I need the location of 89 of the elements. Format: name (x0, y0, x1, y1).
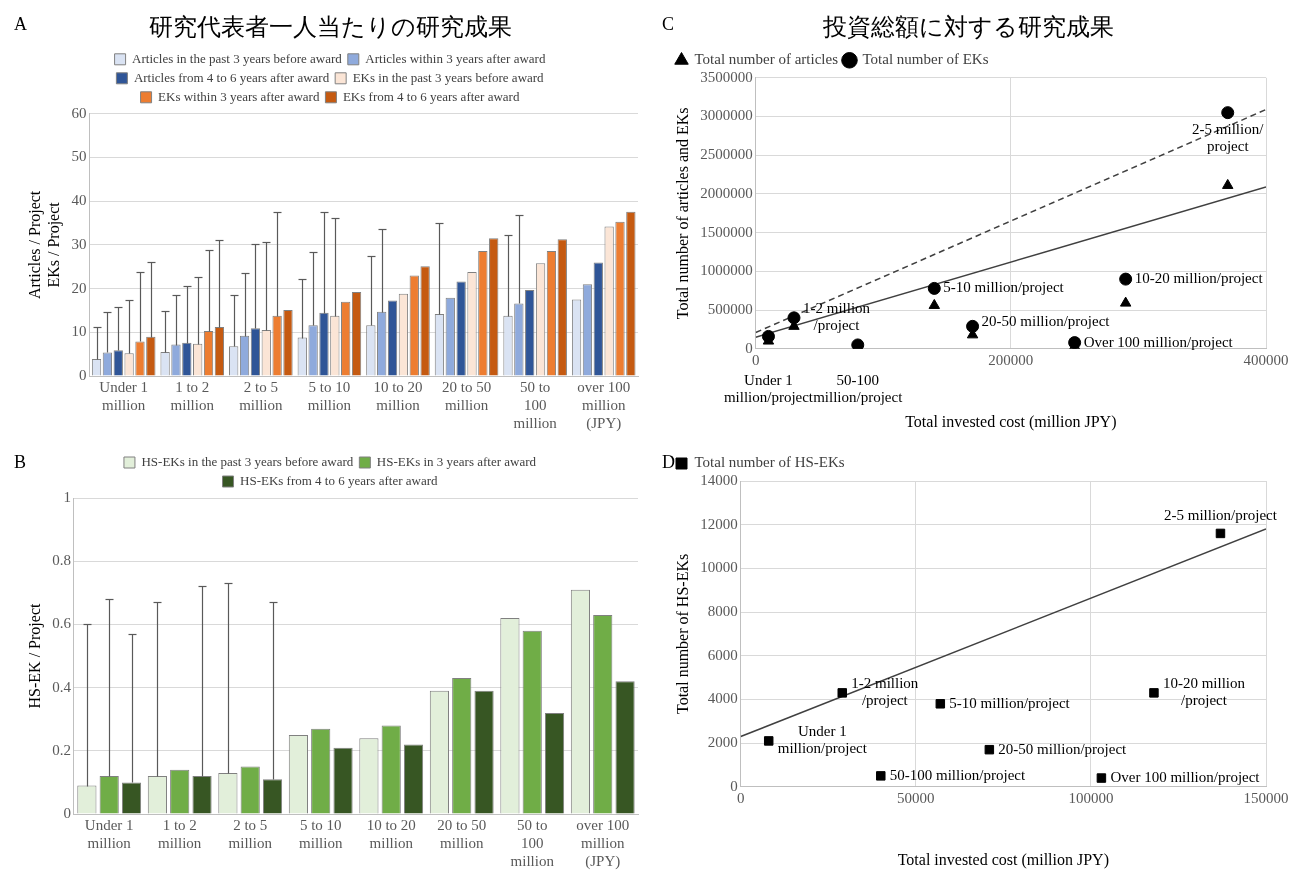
text: D (662, 451, 675, 472)
y-tick-label: 2500000 (700, 146, 753, 163)
legend-label: Total number of articles (694, 51, 839, 68)
y-tick-label: 3500000 (700, 68, 753, 85)
x-tick-label: 20 to 50 million (441, 378, 492, 413)
y-axis-title: HS-EK / Project (25, 603, 44, 709)
x-tick-label: 50 to 100 million (513, 378, 558, 431)
x-tick-label: 5 to 10 million (299, 816, 343, 851)
chart-title: 投資総額に対する研究成果 (821, 12, 1114, 41)
legend-label: Articles in the past 3 years before award (132, 50, 343, 66)
y-tick-label: 12000 (700, 515, 738, 532)
y-tick-label: 2000000 (700, 184, 753, 201)
y-tick-label: 0 (730, 777, 738, 794)
y-tick-label: 20 (71, 279, 87, 296)
x-tick-label: 200000 (988, 351, 1034, 368)
x-tick-label: 1 to 2 million (158, 816, 202, 851)
annotation: Under 1 million/project (777, 723, 868, 757)
text: A (14, 13, 27, 34)
annotation: 2-5 million/project (1164, 506, 1278, 523)
y-axis-title: Total number of HS-EKs (673, 553, 691, 714)
annotation: Over 100 million/project (1083, 333, 1234, 350)
annotation: Under 1 million/project (723, 372, 814, 406)
x-tick-label: 10 to 20 million (366, 816, 416, 851)
annotation: 5-10 million/project (943, 279, 1065, 296)
annotation: 50-100 million/project (813, 372, 904, 406)
y-tick-label: 500000 (707, 301, 753, 318)
y-tick-label: 0.2 (52, 741, 71, 758)
x-tick-label: 1 to 2 million (170, 378, 215, 413)
annotation: 20-50 million/project (998, 740, 1128, 757)
y-tick-label: 1500000 (700, 223, 753, 240)
y-tick-label: 50 (71, 148, 87, 165)
legend-label: Articles from 4 to 6 years after award (133, 69, 330, 85)
annotation: 50-100 million/project (889, 766, 1027, 783)
legend-label: HS-EKs in 3 years after award (376, 453, 537, 469)
y-tick-label: 60 (71, 104, 87, 121)
x-tick-label: over 100 million (JPY) (577, 378, 631, 432)
annotation: 5-10 million/project (949, 694, 1071, 711)
y-tick-label: 0 (78, 366, 87, 383)
legend-label: EKs within 3 years after award (158, 88, 320, 104)
x-tick-label: 50000 (897, 789, 935, 806)
x-tick-label: Under 1 million (84, 816, 134, 851)
y-axis-title: Articles / Project EKs / Project (25, 190, 63, 300)
text: B (14, 451, 27, 472)
annotation: 2-5 million/ project (1192, 121, 1265, 155)
x-axis-title: Total invested cost (million JPY) (905, 412, 1117, 431)
x-tick-label: 400000 (1243, 351, 1289, 368)
y-axis-title: Total number of articles and EKs (673, 107, 691, 320)
annotation: 20-50 million/project (981, 312, 1111, 329)
x-tick-label: 150000 (1243, 789, 1289, 806)
legend-label: EKs from 4 to 6 years after award (342, 88, 520, 104)
legend-label: Total number of HS-EKs (694, 454, 845, 471)
y-tick-label: 10000 (700, 559, 738, 576)
legend-label: EKs in the past 3 years before award (352, 69, 545, 85)
x-tick-label: 100000 (1068, 789, 1114, 806)
annotation: 10-20 million /project (1162, 675, 1246, 709)
annotation: 1-2 million /project (851, 675, 919, 709)
x-tick-label: 50 to 100 million (510, 816, 555, 869)
text: C (662, 13, 675, 34)
y-tick-label: 1 (63, 488, 71, 505)
x-tick-label: 2 to 5 million (228, 816, 273, 851)
y-tick-label: 3000000 (700, 107, 753, 124)
legend-label: HS-EKs from 4 to 6 years after award (240, 472, 438, 488)
y-tick-label: 0.8 (52, 552, 71, 569)
y-tick-label: 0 (745, 339, 753, 356)
y-tick-label: 0.4 (52, 678, 72, 695)
x-tick-label: Under 1 million (99, 378, 149, 413)
y-tick-label: 10 (71, 323, 87, 340)
y-tick-label: 0 (63, 804, 71, 821)
x-tick-label: 20 to 50 million (437, 816, 487, 851)
y-tick-label: 30 (71, 235, 87, 252)
y-tick-label: 1000000 (700, 262, 753, 279)
x-tick-label: 10 to 20 million (373, 378, 423, 413)
y-tick-label: 2000 (707, 734, 738, 751)
annotation: 10-20 million/project (1134, 270, 1264, 287)
chart-title: 研究代表者一人当たりの研究成果 (148, 12, 512, 41)
annotation: Over 100 million/project (1110, 769, 1261, 785)
legend-label: Articles within 3 years after award (365, 50, 546, 66)
x-tick-label: over 100 million (JPY) (576, 816, 630, 870)
y-tick-label: 14000 (700, 471, 738, 488)
y-tick-label: 4000 (707, 690, 738, 707)
y-tick-label: 6000 (707, 646, 738, 663)
legend-label: Total number of EKs (862, 51, 989, 68)
y-tick-label: 0.6 (52, 615, 72, 632)
legend-label: HS-EKs in the past 3 years before award (141, 453, 354, 469)
y-tick-label: 8000 (707, 602, 738, 619)
x-tick-label: 2 to 5 million (239, 378, 283, 413)
x-tick-label: 5 to 10 million (307, 378, 352, 413)
x-axis-title: Total invested cost (million JPY) (897, 850, 1110, 869)
y-tick-label: 40 (71, 192, 87, 209)
